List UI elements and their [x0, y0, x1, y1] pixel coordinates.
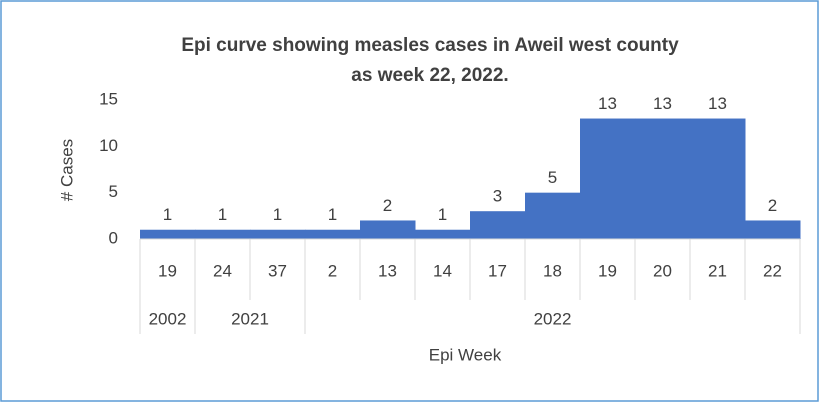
data-label: 1: [163, 205, 172, 224]
x-tick-label: 2: [328, 261, 337, 280]
bar: [580, 118, 636, 239]
data-label: 5: [548, 168, 557, 187]
y-tick-label: 5: [109, 182, 118, 201]
x-tick-label: 19: [158, 261, 177, 280]
bar: [690, 118, 746, 239]
bar: [360, 220, 416, 239]
x-axis-title: Epi Week: [429, 345, 502, 364]
x-tick-label: 24: [213, 261, 232, 280]
x-tick-label: 20: [653, 261, 672, 280]
x-tick-label: 19: [598, 261, 617, 280]
data-label: 1: [438, 205, 447, 224]
bar: [635, 118, 691, 239]
data-label: 1: [218, 205, 227, 224]
x-tick-label: 18: [543, 261, 562, 280]
data-label: 13: [653, 94, 672, 113]
bar: [195, 229, 251, 239]
bar: [470, 211, 526, 239]
bar: [250, 229, 306, 239]
y-tick-label: 15: [99, 89, 118, 108]
x-group-label: 2022: [534, 309, 572, 328]
data-label: 13: [708, 94, 727, 113]
x-tick-label: 37: [268, 261, 287, 280]
data-label: 2: [768, 196, 777, 215]
x-tick-label: 22: [763, 261, 782, 280]
data-label: 1: [328, 205, 337, 224]
bar: [140, 229, 196, 239]
x-tick-label: 14: [433, 261, 452, 280]
bar: [525, 192, 581, 239]
x-group-label: 2002: [149, 309, 187, 328]
y-tick-label: 10: [99, 136, 118, 155]
y-tick-label: 0: [109, 228, 118, 247]
chart-title: Epi curve showing measles cases in Aweil…: [181, 35, 679, 56]
data-label: 2: [383, 196, 392, 215]
x-tick-label: 13: [378, 261, 397, 280]
bar: [745, 220, 801, 239]
bar: [415, 229, 471, 239]
bar: [305, 229, 361, 239]
x-tick-label: 21: [708, 261, 727, 280]
data-label: 1: [273, 205, 282, 224]
data-label: 13: [598, 94, 617, 113]
chart-title: as week 22, 2022.: [351, 65, 508, 86]
x-group-label: 2021: [231, 309, 269, 328]
y-axis-title: # Cases: [57, 139, 76, 201]
data-label: 3: [493, 187, 502, 206]
x-tick-label: 17: [488, 261, 507, 280]
